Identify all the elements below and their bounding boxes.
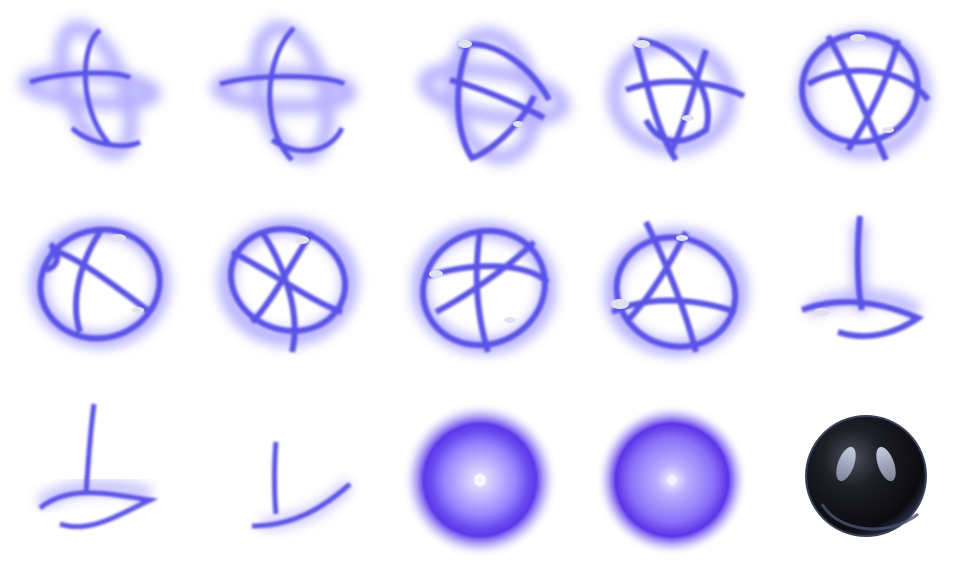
sprite-frame-4 bbox=[576, 0, 768, 192]
sprite-frame-14 bbox=[576, 384, 768, 576]
sprite-frame-2 bbox=[192, 0, 384, 192]
sprite-frame-5 bbox=[768, 0, 960, 192]
sprite-frame-7 bbox=[192, 192, 384, 384]
sprite-frame-13 bbox=[384, 384, 576, 576]
sprite-frame-15 bbox=[768, 384, 960, 576]
sprite-frame-11 bbox=[0, 384, 192, 576]
sprite-frame-10 bbox=[768, 192, 960, 384]
sprite-frame-1 bbox=[0, 0, 192, 192]
sprite-frame-8 bbox=[384, 192, 576, 384]
sprite-frame-6 bbox=[0, 192, 192, 384]
sprite-frame-12 bbox=[192, 384, 384, 576]
sprite-frame-3 bbox=[384, 0, 576, 192]
sprite-frame-9 bbox=[576, 192, 768, 384]
